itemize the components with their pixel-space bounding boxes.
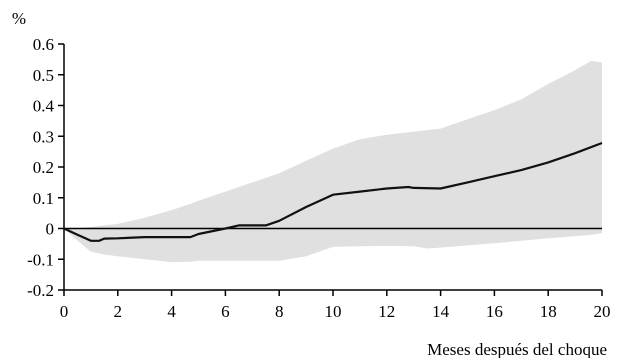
confidence-band bbox=[64, 60, 602, 263]
y-tick-label: 0.3 bbox=[33, 127, 54, 146]
y-tick-label: 0.6 bbox=[33, 35, 54, 54]
axes-layer bbox=[58, 43, 603, 296]
confidence-band-layer bbox=[64, 60, 602, 263]
y-tick-label: 0.2 bbox=[33, 158, 54, 177]
y-tick-label: 0.5 bbox=[33, 66, 54, 85]
x-tick-label: 8 bbox=[275, 302, 284, 321]
y-tick-label: 0.1 bbox=[33, 189, 54, 208]
x-axis-label: Meses después del choque bbox=[427, 340, 607, 358]
x-tick-label: 20 bbox=[594, 302, 611, 321]
response-line bbox=[63, 141, 603, 242]
y-tick-label: -0.1 bbox=[27, 250, 54, 269]
tick-labels-layer: 0.6 0.5 0.4 0.3 0.2 0.1 0 -0.1 -0.2 0 2 4 6 8 10 12 14 16… bbox=[27, 35, 610, 321]
y-tick-label: 0 bbox=[46, 220, 55, 239]
x-tick-label: 12 bbox=[378, 302, 395, 321]
x-tick-label: 14 bbox=[432, 302, 450, 321]
response-line-layer bbox=[63, 141, 603, 242]
y-tick-label: -0.2 bbox=[27, 281, 54, 300]
x-tick-label: 0 bbox=[60, 302, 69, 321]
x-tick-label: 2 bbox=[114, 302, 123, 321]
x-tick-label: 10 bbox=[325, 302, 342, 321]
x-tick-label: 4 bbox=[167, 302, 176, 321]
y-tick-label: 0.4 bbox=[33, 97, 55, 116]
x-tick-label: 16 bbox=[486, 302, 503, 321]
y-axis-label: % bbox=[12, 9, 26, 28]
x-tick-label: 18 bbox=[540, 302, 557, 321]
x-tick-label: 6 bbox=[221, 302, 230, 321]
